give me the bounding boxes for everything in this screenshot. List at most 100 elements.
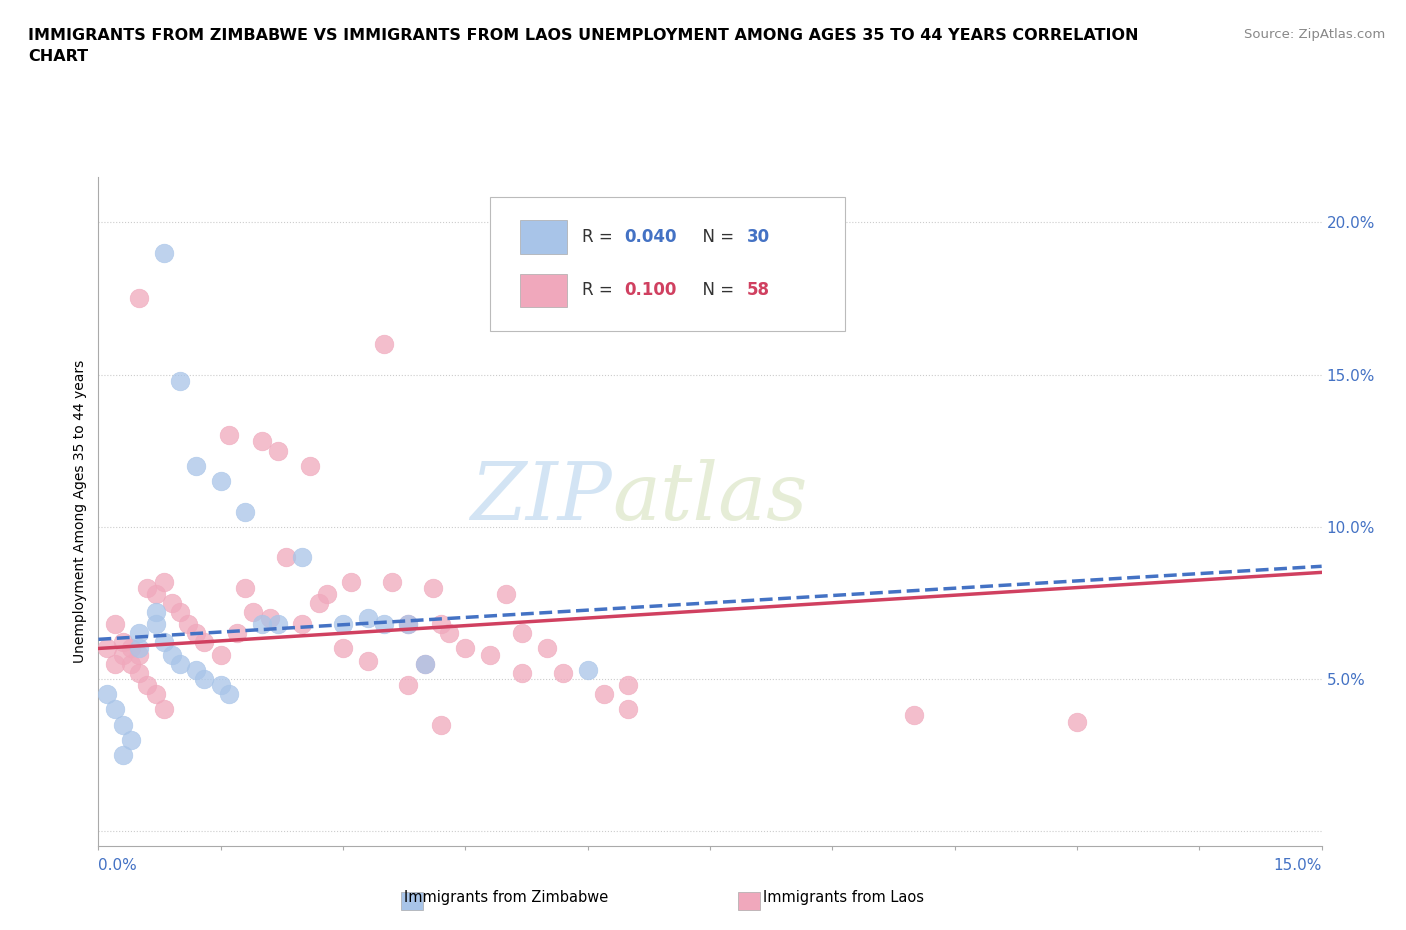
Point — [104, 702, 127, 717]
FancyBboxPatch shape — [520, 273, 567, 307]
Point — [396, 617, 419, 631]
Point — [576, 662, 599, 677]
Point — [274, 550, 297, 565]
Point — [553, 665, 575, 680]
Text: 30: 30 — [747, 228, 770, 246]
Point — [512, 626, 534, 641]
Point — [128, 665, 150, 680]
Bar — [401, 892, 423, 910]
Point — [315, 586, 337, 601]
Point — [128, 647, 150, 662]
Text: N =: N = — [692, 228, 740, 246]
Text: Immigrants from Laos: Immigrants from Laos — [763, 890, 924, 905]
Point — [422, 580, 444, 595]
Point — [193, 635, 215, 650]
Point — [454, 641, 477, 656]
Point — [430, 717, 453, 732]
Point — [145, 686, 167, 701]
Point — [478, 647, 501, 662]
Point — [233, 580, 256, 595]
Y-axis label: Unemployment Among Ages 35 to 44 years: Unemployment Among Ages 35 to 44 years — [73, 360, 87, 663]
Point — [209, 647, 232, 662]
Point — [120, 732, 142, 747]
Point — [356, 611, 378, 626]
Point — [152, 246, 174, 260]
Point — [111, 635, 134, 650]
Point — [396, 678, 419, 693]
Point — [128, 626, 150, 641]
Point — [186, 662, 208, 677]
Point — [396, 617, 419, 631]
Point — [160, 595, 183, 610]
Point — [617, 678, 640, 693]
Text: 0.0%: 0.0% — [98, 858, 138, 873]
Text: 0.040: 0.040 — [624, 228, 676, 246]
Text: 15.0%: 15.0% — [1274, 858, 1322, 873]
Point — [332, 641, 354, 656]
Point — [332, 617, 354, 631]
Text: R =: R = — [582, 281, 617, 299]
Point — [145, 604, 167, 619]
Point — [96, 641, 118, 656]
FancyBboxPatch shape — [489, 197, 845, 331]
Point — [136, 580, 159, 595]
Point — [209, 473, 232, 488]
Text: R =: R = — [582, 228, 617, 246]
Text: 0.100: 0.100 — [624, 281, 676, 299]
FancyBboxPatch shape — [520, 220, 567, 254]
Point — [267, 444, 290, 458]
Point — [136, 678, 159, 693]
Point — [250, 434, 273, 449]
Point — [152, 574, 174, 589]
Point — [111, 647, 134, 662]
Point — [903, 708, 925, 723]
Point — [128, 291, 150, 306]
Point — [512, 665, 534, 680]
Text: 58: 58 — [747, 281, 769, 299]
Point — [299, 458, 322, 473]
Point — [242, 604, 264, 619]
Point — [111, 717, 134, 732]
Text: atlas: atlas — [612, 459, 807, 537]
Point — [96, 686, 118, 701]
Point — [145, 586, 167, 601]
Point — [593, 686, 616, 701]
Text: Immigrants from Zimbabwe: Immigrants from Zimbabwe — [404, 890, 609, 905]
Point — [104, 657, 127, 671]
Point — [169, 604, 191, 619]
Point — [381, 574, 404, 589]
Point — [291, 550, 314, 565]
Point — [209, 678, 232, 693]
Point — [1066, 714, 1088, 729]
Point — [291, 617, 314, 631]
Point — [218, 686, 240, 701]
Point — [145, 617, 167, 631]
Text: IMMIGRANTS FROM ZIMBABWE VS IMMIGRANTS FROM LAOS UNEMPLOYMENT AMONG AGES 35 TO 4: IMMIGRANTS FROM ZIMBABWE VS IMMIGRANTS F… — [28, 28, 1139, 64]
Point — [152, 702, 174, 717]
Point — [104, 617, 127, 631]
Point — [186, 626, 208, 641]
Point — [259, 611, 281, 626]
Point — [120, 657, 142, 671]
Point — [373, 337, 395, 352]
Point — [193, 671, 215, 686]
Point — [233, 504, 256, 519]
Point — [267, 617, 290, 631]
Point — [218, 428, 240, 443]
Text: Source: ZipAtlas.com: Source: ZipAtlas.com — [1244, 28, 1385, 41]
Point — [120, 641, 142, 656]
Point — [169, 657, 191, 671]
Point — [226, 626, 249, 641]
Point — [128, 641, 150, 656]
Point — [617, 702, 640, 717]
Point — [186, 458, 208, 473]
Point — [356, 653, 378, 668]
Point — [437, 626, 460, 641]
Point — [250, 617, 273, 631]
Point — [152, 635, 174, 650]
Text: N =: N = — [692, 281, 740, 299]
Point — [413, 657, 436, 671]
Point — [373, 617, 395, 631]
Bar — [738, 892, 761, 910]
Point — [169, 373, 191, 388]
